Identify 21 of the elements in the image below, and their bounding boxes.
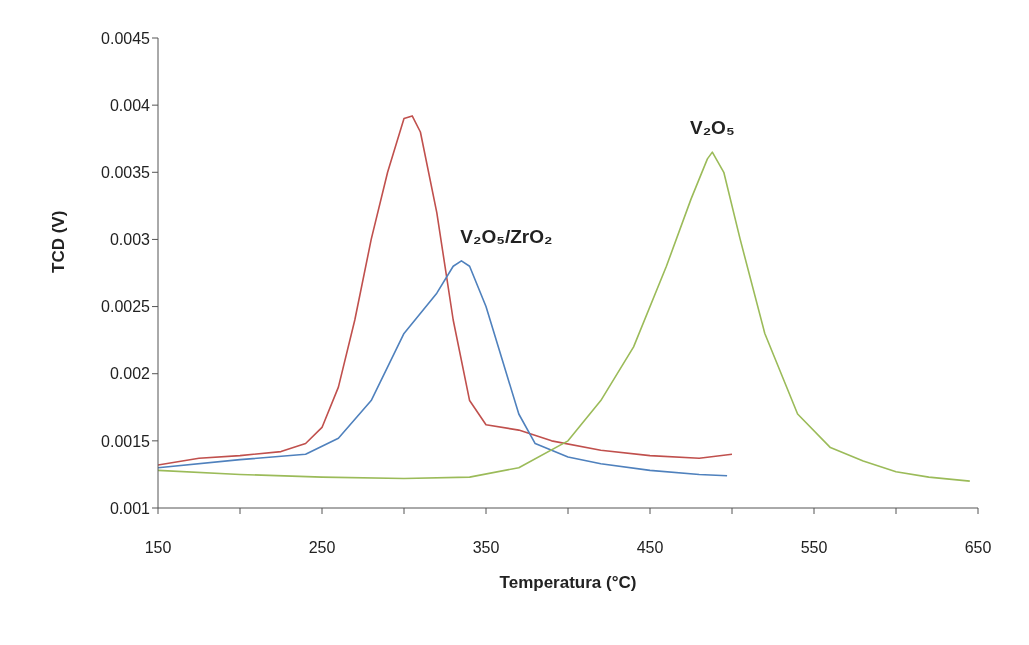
x-tick-label: 350 xyxy=(472,539,500,557)
x-tick-label: 250 xyxy=(308,539,336,557)
y-tick-label: 0.001 xyxy=(109,499,151,517)
line-series xyxy=(158,115,733,466)
y-tick-label: 0.0035 xyxy=(101,163,151,181)
y-tick-label: 0.003 xyxy=(109,231,151,249)
y-axis-title: TCD (V) xyxy=(49,210,69,273)
y-tick-label: 0.0025 xyxy=(101,298,151,316)
annotation: V₂O₅/ZrO₂ xyxy=(460,225,553,247)
x-tick-label: 150 xyxy=(144,539,172,557)
y-tick-label: 0.0015 xyxy=(101,432,151,450)
x-tick-label: 550 xyxy=(800,539,828,557)
x-tick-label: 450 xyxy=(636,539,664,557)
line-series xyxy=(158,151,971,482)
line-series xyxy=(158,260,728,477)
y-tick-label: 0.004 xyxy=(109,96,151,114)
annotation: V₂O₅ xyxy=(690,117,735,139)
x-tick-label: 650 xyxy=(964,539,992,557)
y-tick-label: 0.002 xyxy=(109,365,151,383)
x-axis-title: Temperatura (°C) xyxy=(499,573,637,592)
y-tick-label: 0.0045 xyxy=(101,29,151,47)
